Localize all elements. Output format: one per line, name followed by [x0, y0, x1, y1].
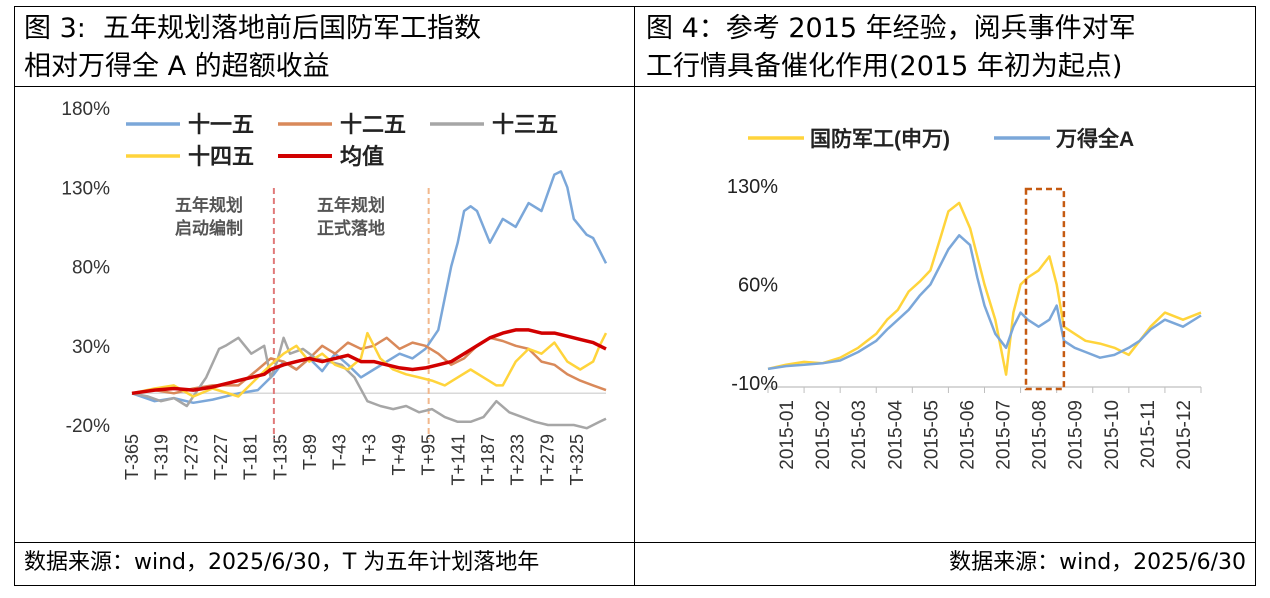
x-tick-label: T-227 [211, 434, 231, 480]
x-tick-label: 2015-11 [1138, 400, 1159, 468]
line-series-1 [767, 234, 1202, 371]
left-title-line1: 图 3: 五年规划落地前后国防军工指数 [24, 13, 482, 44]
legend-label: 均值 [340, 144, 384, 169]
x-tick-label: T-43 [330, 434, 350, 470]
x-tick-label: 2015-05 [921, 400, 942, 470]
source-divider [14, 542, 1256, 543]
left-source: 数据来源：wind，2025/6/30，T 为五年计划落地年 [24, 550, 540, 575]
x-tick-label: T+3 [359, 434, 379, 466]
annotation-label: 五年规划 [317, 195, 385, 215]
y-tick-label: -10% [731, 373, 778, 395]
y-tick-label: 30% [72, 337, 110, 358]
right-title-line2: 工行情具备催化作用(2015 年初为起点) [646, 51, 1123, 82]
highlight-box [1024, 187, 1066, 391]
x-tick-label: T-319 [152, 434, 172, 480]
left-title-line2: 相对万得全 A 的超额收益 [24, 51, 330, 82]
line-series-0 [767, 201, 1202, 376]
x-tick-label: 2015-09 [1066, 400, 1087, 470]
x-tick-label: 2015-06 [957, 400, 978, 470]
legend-label: 国防军工(申万) [810, 128, 950, 151]
x-tick-label: 2015-07 [994, 400, 1015, 470]
x-tick-label: T+325 [567, 434, 587, 486]
x-tick-label: T+49 [389, 434, 409, 476]
line-series-2 [131, 336, 607, 430]
y-tick-label: 80% [72, 258, 110, 279]
right-title-line1: 图 4：参考 2015 年经验，阅兵事件对军 [646, 13, 1136, 44]
legend-label: 十一五 [188, 112, 254, 137]
x-tick-label: T-89 [300, 434, 320, 470]
line-series-4 [131, 328, 607, 396]
title-divider [14, 86, 1256, 87]
line-series-3 [131, 331, 608, 398]
y-tick-label: 130% [61, 178, 110, 199]
x-tick-label: T+187 [478, 434, 498, 486]
x-tick-label: T-365 [122, 434, 142, 480]
panel-divider [634, 6, 635, 586]
x-tick-label: T-181 [241, 434, 261, 480]
line-series-1 [131, 336, 607, 395]
x-tick-label: 2015-02 [813, 400, 834, 470]
y-tick-label: 130% [727, 176, 778, 198]
x-tick-label: 2015-08 [1030, 400, 1051, 470]
x-tick-label: T+95 [419, 434, 439, 476]
legend-label: 十二五 [340, 112, 406, 137]
legend-label: 十三五 [492, 112, 558, 137]
x-tick-label: T+233 [508, 434, 528, 486]
x-tick-label: 2015-12 [1174, 400, 1195, 470]
x-tick-label: 2015-04 [885, 400, 906, 470]
right-source: 数据来源：wind，2025/6/30 [949, 550, 1246, 575]
military-index-chart: 130% 60% -10% 2015-01 2015-02 2015-03 2015-04 2… [727, 127, 1202, 470]
legend-label: 十四五 [188, 144, 254, 169]
x-tick-label: 2015-10 [1102, 400, 1123, 470]
figure-frame [14, 6, 1256, 586]
excess-return-chart: 180% 130% 80% 30% -20% T-365 T-319 T-273 T-227 T-… [61, 99, 608, 486]
x-tick-label: T+141 [448, 434, 468, 486]
y-tick-label: 60% [738, 275, 778, 297]
x-tick-label: 2015-01 [777, 400, 798, 470]
y-tick-label: -20% [66, 416, 110, 437]
legend-label: 万得全A [1055, 127, 1134, 151]
annotation-label: 启动编制 [175, 218, 243, 238]
x-tick-label: T-135 [270, 434, 290, 480]
line-series-0 [131, 170, 608, 405]
y-tick-label: 180% [61, 99, 110, 120]
x-tick-label: T+279 [537, 434, 557, 486]
annotation-label: 五年规划 [175, 195, 243, 215]
x-tick-label: 2015-03 [849, 400, 870, 470]
x-tick-label: T-273 [181, 434, 201, 480]
annotation-label: 正式落地 [317, 218, 385, 238]
